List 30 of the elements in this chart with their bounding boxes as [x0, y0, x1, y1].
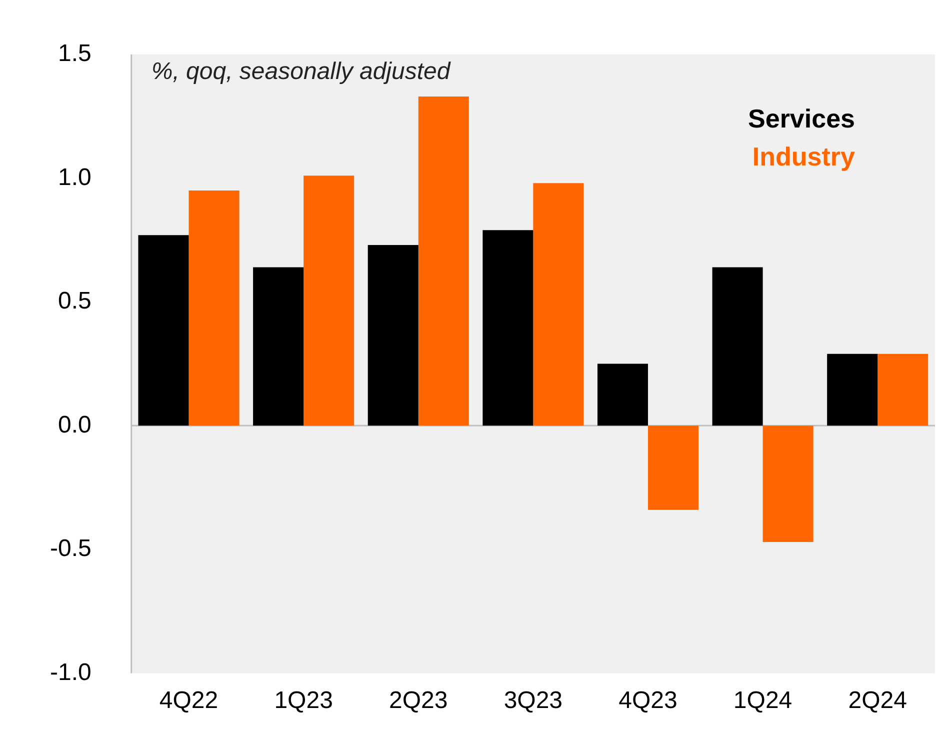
bar [304, 176, 354, 426]
y-tick-label: 0.0 [58, 411, 92, 438]
annotation: %, qoq, seasonally adjusted [151, 58, 451, 86]
x-tick-label: 4Q22 [159, 687, 218, 714]
y-tick-label: 1.0 [58, 164, 92, 191]
x-tick-label: 1Q24 [733, 687, 792, 714]
text: Industry [752, 142, 856, 172]
bar [762, 426, 814, 542]
y-tick-label: 0.5 [58, 288, 92, 315]
x-tick-label: 4Q23 [618, 687, 678, 714]
bar [253, 267, 304, 426]
x-tick-label: 2Q24 [848, 687, 907, 714]
text: Services [748, 104, 855, 134]
bar [418, 96, 469, 426]
bar [712, 267, 763, 426]
bar [533, 183, 584, 426]
bar [188, 190, 240, 426]
bar [878, 354, 928, 426]
bar [597, 364, 648, 426]
x-tick-label: 3Q23 [504, 687, 563, 714]
bar [368, 244, 418, 426]
bar [482, 230, 534, 426]
y-tick-label: 1.5 [58, 40, 92, 68]
bar [138, 235, 189, 426]
x-tick-label: 1Q23 [274, 687, 333, 714]
bar [648, 426, 698, 510]
bar [827, 354, 878, 426]
y-tick-label: -1.0 [50, 658, 92, 686]
x-tick-label: 2Q23 [389, 687, 448, 714]
y-tick-label: -0.5 [50, 535, 92, 562]
